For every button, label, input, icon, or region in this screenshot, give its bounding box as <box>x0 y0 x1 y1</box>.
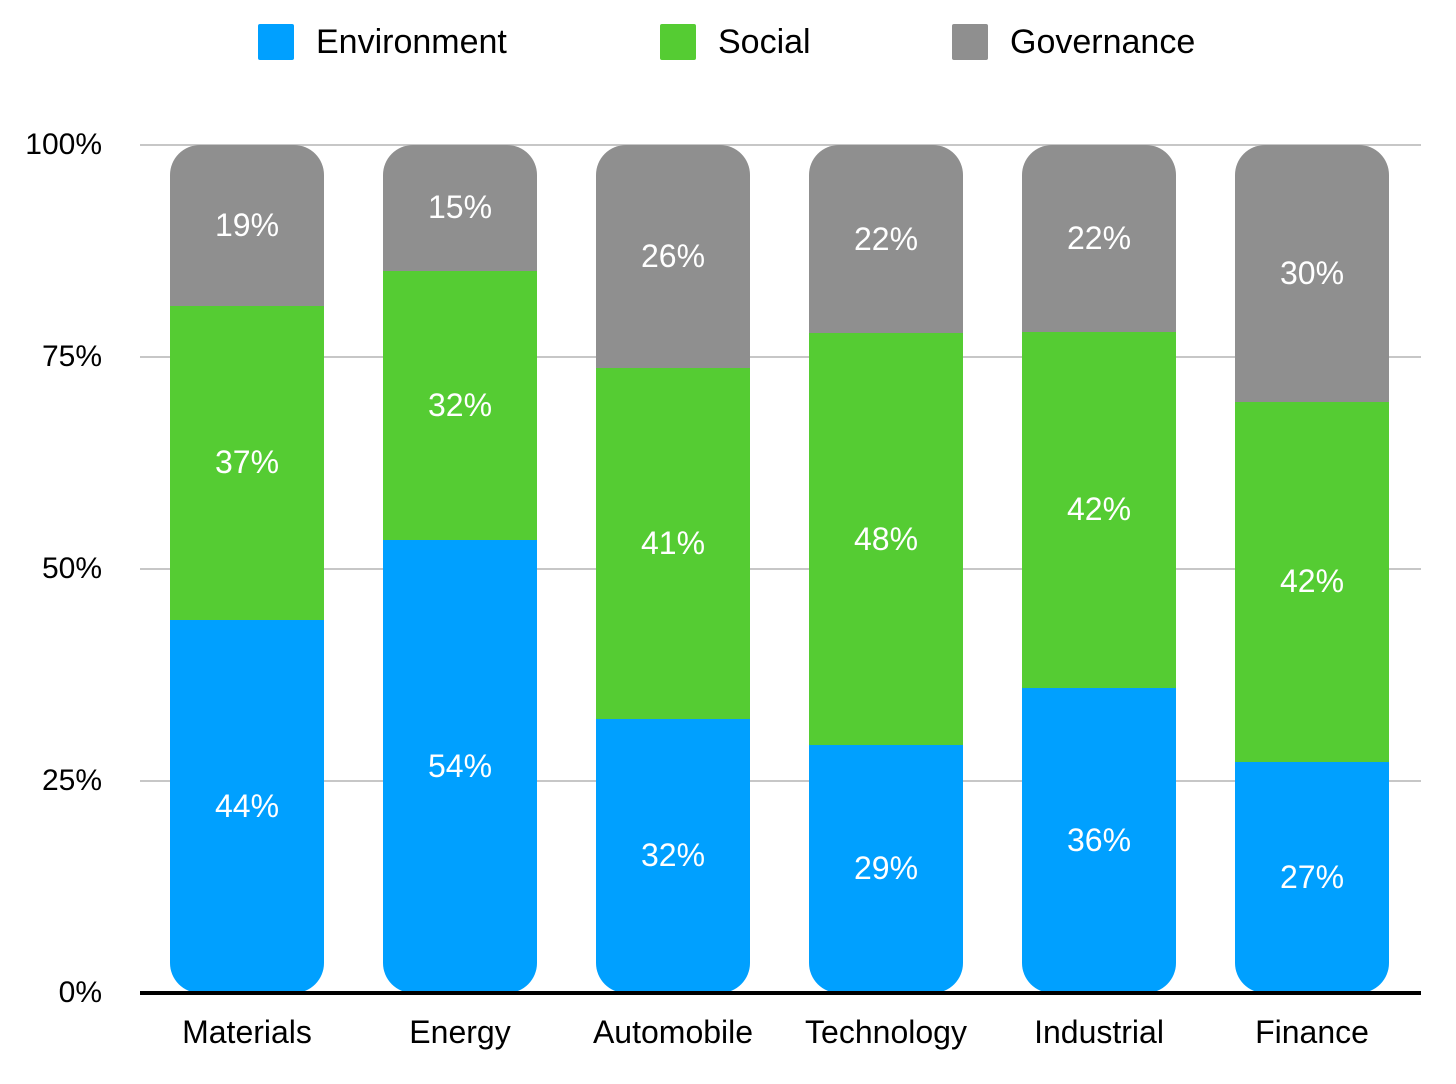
x-axis-category-label: Automobile <box>592 1014 754 1050</box>
segment-value-label: 22% <box>1066 219 1132 256</box>
segment-value-label: 41% <box>640 524 706 561</box>
bar-segment-social: 37% <box>170 306 324 620</box>
segment-value-label: 32% <box>640 837 706 874</box>
segment-value-label: 54% <box>427 747 493 784</box>
bar-segment-governance: 22% <box>809 145 963 334</box>
legend-label: Environment <box>316 22 507 61</box>
y-axis-tick-label: 50% <box>41 552 102 585</box>
segment-value-label: 42% <box>1279 563 1345 600</box>
bar-group-automobile: 26% 41% 32% <box>596 145 750 993</box>
legend-swatch-icon <box>258 24 294 60</box>
x-axis-line <box>140 991 1421 995</box>
legend-item-governance: Governance <box>952 20 1195 64</box>
legend-swatch-icon <box>660 24 696 60</box>
legend-swatch-icon <box>952 24 988 60</box>
bar-segment-social: 42% <box>1235 401 1389 762</box>
gridline <box>140 780 1421 782</box>
segment-value-label: 15% <box>427 189 493 226</box>
x-axis-category-label: Finance <box>1255 1014 1369 1050</box>
bar-segment-governance: 22% <box>1022 145 1176 332</box>
bar-group-technology: 22% 48% 29% <box>809 145 963 993</box>
bar-segment-environment: 36% <box>1022 687 1176 993</box>
y-axis-tick-label: 0% <box>58 976 102 1009</box>
y-axis-tick-label: 25% <box>41 764 102 797</box>
bar-segment-governance: 19% <box>170 145 324 307</box>
segment-value-label: 42% <box>1066 491 1132 528</box>
x-axis-category-label: Materials <box>182 1014 312 1050</box>
segment-value-label: 30% <box>1279 254 1345 291</box>
bar-segment-environment: 44% <box>170 619 324 993</box>
bar-group-energy: 15% 32% 54% <box>383 145 537 993</box>
bar-group-industrial: 22% 42% 36% <box>1022 145 1176 993</box>
segment-value-label: 19% <box>214 207 280 244</box>
segment-value-label: 44% <box>214 787 280 824</box>
bar-segment-environment: 54% <box>383 539 537 993</box>
bar-segment-governance: 26% <box>596 145 750 368</box>
bar-segment-social: 41% <box>596 367 750 719</box>
gridline <box>140 144 1421 146</box>
bar-segment-social: 42% <box>1022 331 1176 688</box>
bar-segment-governance: 30% <box>1235 145 1389 402</box>
legend-label: Social <box>718 22 811 61</box>
bar-segment-governance: 15% <box>383 145 537 271</box>
segment-value-label: 26% <box>640 237 706 274</box>
gridline <box>140 356 1421 358</box>
segment-value-label: 48% <box>853 520 919 557</box>
segment-value-label: 27% <box>1279 858 1345 895</box>
bar-segment-environment: 27% <box>1235 761 1389 993</box>
bar-segment-environment: 32% <box>596 718 750 993</box>
segment-value-label: 36% <box>1066 821 1132 858</box>
x-axis-category-label: Technology <box>805 1014 967 1050</box>
y-axis-tick-label: 100% <box>25 128 102 161</box>
legend-label: Governance <box>1010 22 1196 61</box>
bar-segment-social: 48% <box>809 333 963 745</box>
segment-value-label: 29% <box>853 850 919 887</box>
segment-value-label: 32% <box>427 386 493 423</box>
bar-group-materials: 19% 37% 44% <box>170 145 324 993</box>
bar-segment-environment: 29% <box>809 744 963 993</box>
legend-item-social: Social <box>660 20 811 64</box>
gridline <box>140 568 1421 570</box>
bar-segment-social: 32% <box>383 270 537 540</box>
bar-group-finance: 30% 42% 27% <box>1235 145 1389 993</box>
x-axis-category-label: Industrial <box>1034 1014 1164 1050</box>
segment-value-label: 22% <box>853 220 919 257</box>
x-axis-category-label: Energy <box>409 1014 511 1050</box>
y-axis-tick-label: 75% <box>41 340 102 373</box>
segment-value-label: 37% <box>214 444 280 481</box>
legend-item-environment: Environment <box>258 20 507 64</box>
